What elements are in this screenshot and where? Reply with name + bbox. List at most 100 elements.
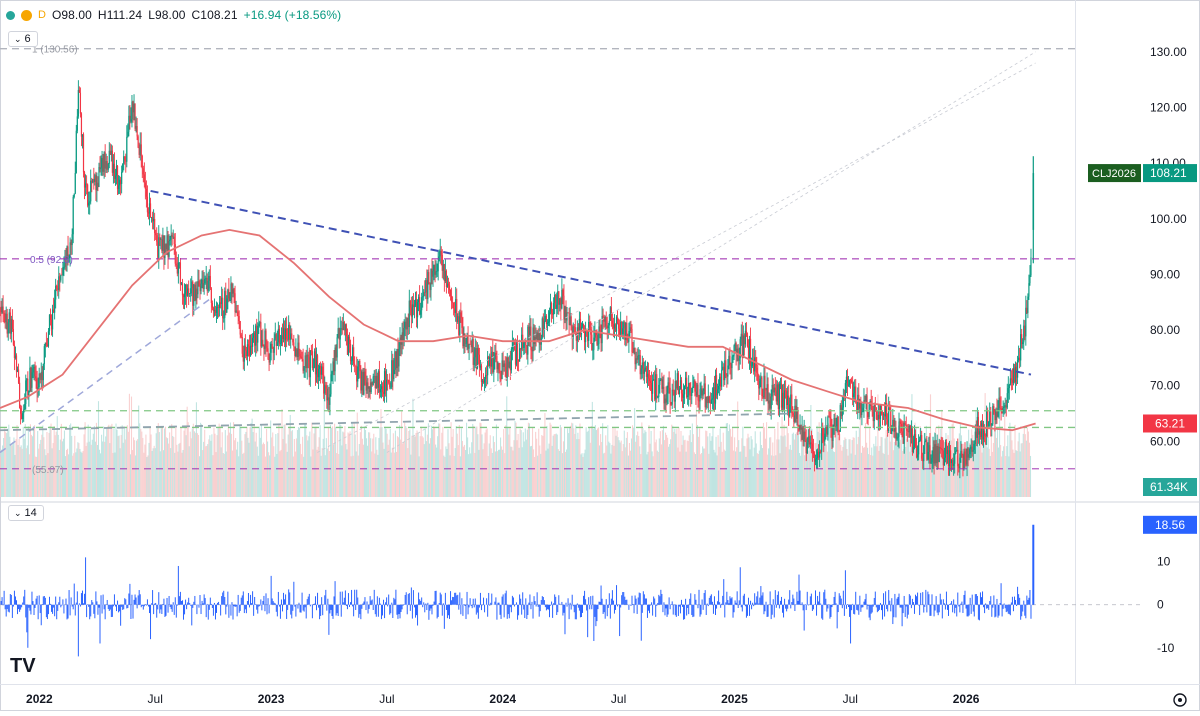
- candle-body: [356, 366, 358, 382]
- trendline[interactable]: [0, 412, 793, 432]
- fan-line[interactable]: [386, 51, 1036, 453]
- candle-body: [284, 328, 287, 341]
- volume-bar: [438, 423, 440, 497]
- candle-body: [538, 333, 540, 341]
- volume-bar: [759, 431, 761, 497]
- candle-body: [533, 327, 535, 345]
- volume-bar: [524, 428, 526, 497]
- ma-value-tag[interactable]: [1143, 414, 1197, 433]
- candle-body: [891, 427, 893, 434]
- candle-body: [726, 374, 728, 377]
- candle-body: [515, 343, 518, 365]
- volume-bar: [389, 429, 391, 497]
- candle-body: [719, 376, 721, 387]
- volume-bar: [140, 428, 142, 497]
- volume-bar: [178, 443, 180, 497]
- volume-bar: [189, 431, 191, 497]
- interval-label[interactable]: D: [38, 9, 46, 21]
- candle-body: [566, 312, 568, 321]
- volume-bar: [848, 439, 850, 497]
- volume-bar: [724, 450, 726, 497]
- trendline[interactable]: [150, 189, 1032, 376]
- last-price-tag[interactable]: [1143, 164, 1197, 183]
- candle-body: [823, 435, 825, 442]
- volume-bar: [223, 453, 225, 497]
- candle-body: [830, 418, 832, 426]
- candle-body: [367, 382, 369, 389]
- momentum-value-tag[interactable]: [1143, 515, 1197, 534]
- volume-bar: [351, 422, 353, 497]
- volume-bar: [975, 411, 977, 497]
- volume-bar: [371, 451, 373, 497]
- candle-body: [493, 359, 495, 373]
- volume-indicator-label: 6: [24, 33, 31, 45]
- candle-body: [824, 433, 826, 442]
- moving-average-line[interactable]: [0, 228, 1036, 432]
- volume-bar: [456, 433, 458, 497]
- volume-bar: [175, 426, 177, 497]
- volume-bar: [568, 433, 570, 497]
- volume-bar: [83, 434, 85, 497]
- volume-bar: [207, 444, 209, 497]
- volume-bar: [50, 423, 52, 497]
- candle-body: [26, 378, 28, 381]
- candle-body: [396, 348, 398, 369]
- candle-body: [34, 366, 36, 377]
- volume-bar: [790, 449, 792, 497]
- candle-body: [661, 379, 663, 389]
- volume-bar: [105, 436, 107, 497]
- volume-bar: [398, 425, 401, 497]
- candle-body: [370, 382, 372, 393]
- volume-bar: [862, 447, 865, 497]
- candle-body: [894, 427, 896, 432]
- settings-gear-center: [1178, 698, 1182, 702]
- volume-bar: [994, 426, 996, 497]
- volume-bar: [394, 430, 396, 497]
- settings-gear-icon[interactable]: [1173, 693, 1187, 707]
- candle-body: [568, 313, 570, 326]
- candle-body: [624, 322, 626, 340]
- volume-bar: [639, 446, 641, 497]
- momentum-tick-label: -10: [1157, 641, 1175, 655]
- volume-bar: [269, 455, 271, 497]
- candle-body: [635, 358, 637, 365]
- volume-bar: [56, 416, 58, 497]
- volume-bar: [0, 456, 2, 497]
- trendline[interactable]: [0, 296, 214, 454]
- candle-body: [445, 270, 448, 287]
- fan-line[interactable]: [317, 62, 1036, 453]
- volume-bar: [93, 426, 95, 497]
- candle-body: [102, 158, 104, 172]
- volume-bar: [598, 445, 601, 497]
- volume-bar: [693, 452, 695, 497]
- candle-body: [315, 355, 318, 375]
- symbol-tag[interactable]: [1088, 164, 1141, 183]
- volume-bar: [977, 446, 979, 497]
- momentum-indicator-toggle[interactable]: ⌄ 14: [8, 505, 44, 521]
- volume-bar: [647, 451, 649, 497]
- volume-bar: [633, 427, 635, 497]
- candle-body: [509, 361, 511, 371]
- volume-bar: [731, 427, 734, 497]
- volume-indicator-toggle[interactable]: ⌄ 6: [8, 31, 38, 47]
- volume-value-tag[interactable]: [1143, 478, 1197, 496]
- volume-bar: [188, 446, 190, 497]
- volume-bar: [806, 438, 808, 497]
- volume-bar: [236, 449, 238, 497]
- volume-bar: [205, 446, 207, 497]
- volume-bar: [137, 439, 139, 497]
- volume-bar: [615, 435, 617, 497]
- candle-body: [314, 351, 317, 375]
- candle-body: [414, 298, 417, 306]
- candle-body: [925, 440, 927, 442]
- candle-body: [363, 371, 365, 395]
- volume-bar: [884, 438, 886, 497]
- candle-body: [999, 397, 1001, 409]
- volume-bar: [841, 450, 843, 497]
- volume-bar: [883, 453, 885, 497]
- candle-body: [334, 347, 336, 372]
- candle-body: [288, 324, 290, 340]
- candle-body: [140, 144, 142, 156]
- candle-body: [944, 442, 947, 458]
